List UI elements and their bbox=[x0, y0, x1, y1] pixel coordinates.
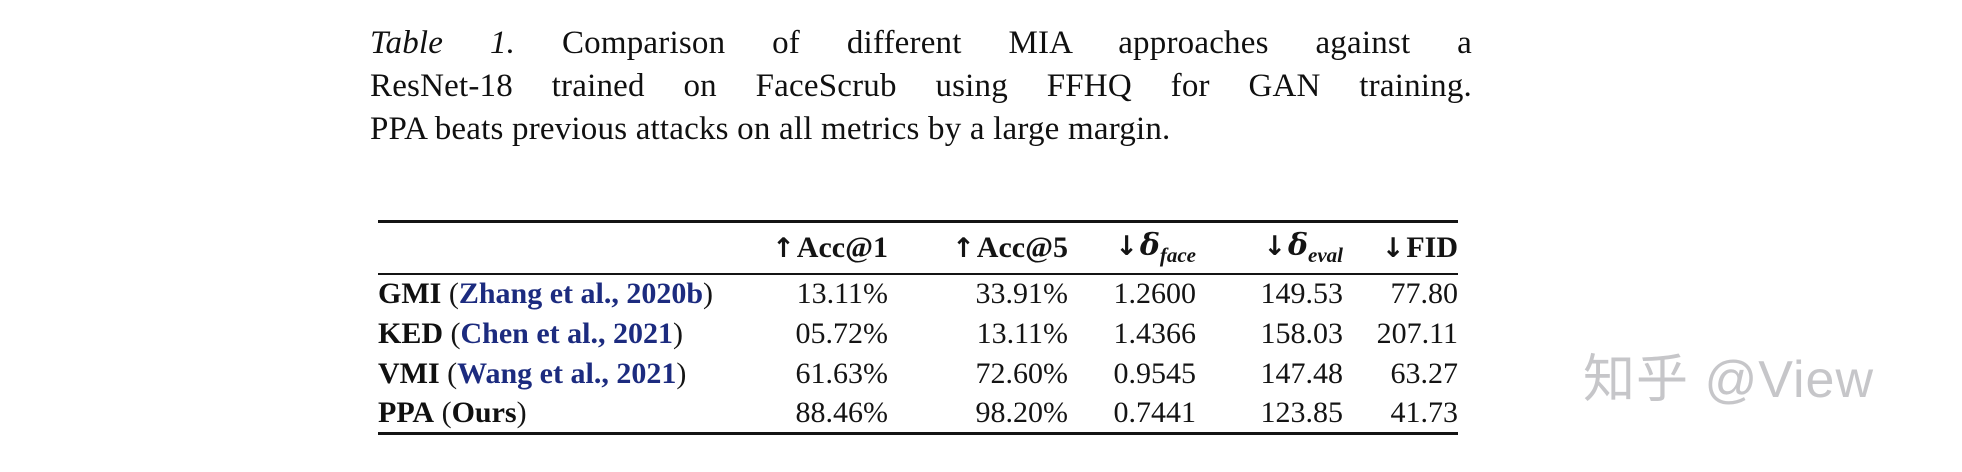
higher-better-arrow-icon: ↑ bbox=[952, 232, 975, 264]
watermark: 知乎 @View bbox=[1583, 351, 1875, 409]
method-cell: GMI (Zhang et al., 2020b) bbox=[378, 277, 714, 310]
value-cell: 61.63% bbox=[795, 356, 889, 390]
value-cell: 41.73 bbox=[1390, 395, 1459, 429]
column-header-fid: ↓FID bbox=[1343, 221, 1458, 275]
value-cell: 05.72% bbox=[795, 316, 889, 350]
column-header-δ-eval: ↓δeval bbox=[1196, 221, 1343, 275]
citation-link[interactable]: Wang et al., 2021 bbox=[457, 356, 677, 390]
citation-link[interactable]: Chen et al., 2021 bbox=[460, 316, 674, 350]
caption-line-1: Table 1. Comparison of different MIA app… bbox=[370, 22, 1472, 65]
method-column-header bbox=[378, 221, 768, 275]
table-row-ked: KED (Chen et al., 2021) 05.72% 13.11% 1.436… bbox=[378, 314, 1458, 354]
value-cell: 123.85 bbox=[1260, 395, 1344, 429]
citation-link[interactable]: Zhang et al., 2020b bbox=[458, 277, 704, 310]
results-table-container: ↑Acc@1 ↑Acc@5 ↓δface ↓δeval ↓FID GMI (Zhang … bbox=[378, 220, 1458, 435]
lower-better-arrow-icon: ↓ bbox=[1263, 230, 1286, 262]
value-cell: 33.91% bbox=[975, 277, 1069, 310]
value-cell: 77.80 bbox=[1390, 277, 1459, 310]
table-row-ppa: PPA (Ours) 88.46% 98.20% 0.7441 123.85 41.73 bbox=[378, 394, 1458, 434]
citation-plain: Ours bbox=[451, 395, 517, 429]
column-header-label: Acc@1 bbox=[796, 230, 888, 264]
column-header-label: δ bbox=[1139, 227, 1160, 263]
value-cell: 0.9545 bbox=[1113, 356, 1197, 390]
value-cell: 63.27 bbox=[1390, 356, 1459, 390]
method-cell: VMI (Wang et al., 2021) bbox=[378, 356, 687, 390]
column-header-label: Acc@5 bbox=[976, 230, 1068, 264]
results-table: ↑Acc@1 ↑Acc@5 ↓δface ↓δeval ↓FID GMI (Zhang … bbox=[378, 220, 1458, 435]
header-row: ↑Acc@1 ↑Acc@5 ↓δface ↓δeval ↓FID bbox=[378, 221, 1458, 275]
caption-line-3: PPA beats previous attacks on all metric… bbox=[370, 111, 1171, 147]
value-cell: 98.20% bbox=[975, 395, 1069, 429]
method-name: GMI bbox=[378, 277, 442, 310]
method-cell: KED (Chen et al., 2021) bbox=[378, 316, 684, 350]
value-cell: 88.46% bbox=[795, 395, 889, 429]
column-header-acc@1: ↑Acc@1 bbox=[768, 221, 888, 275]
column-header-subscript: eval bbox=[1308, 242, 1343, 267]
higher-better-arrow-icon: ↑ bbox=[772, 232, 795, 264]
method-name: VMI bbox=[378, 356, 440, 390]
caption-table-label: Table 1. bbox=[370, 25, 516, 61]
column-header-acc@5: ↑Acc@5 bbox=[888, 221, 1068, 275]
column-header-subscript: face bbox=[1159, 242, 1196, 267]
column-header-label: FID bbox=[1406, 230, 1458, 264]
lower-better-arrow-icon: ↓ bbox=[1381, 232, 1405, 264]
method-name: KED bbox=[378, 316, 444, 350]
value-cell: 158.03 bbox=[1260, 316, 1344, 350]
value-cell: 147.48 bbox=[1260, 356, 1344, 390]
method-cell: PPA (Ours) bbox=[378, 395, 527, 429]
column-header-label: δ bbox=[1288, 227, 1309, 263]
caption-line-1-text: Comparison of different MIA approaches a… bbox=[561, 25, 1472, 61]
value-cell: 149.53 bbox=[1260, 277, 1344, 310]
method-name: PPA bbox=[378, 395, 435, 429]
value-cell: 207.11 bbox=[1376, 316, 1458, 350]
value-cell: 72.60% bbox=[975, 356, 1069, 390]
table-row-vmi: VMI (Wang et al., 2021) 61.63% 72.60% 0.954… bbox=[378, 354, 1458, 394]
table-row-gmi: GMI (Zhang et al., 2020b) 13.11% 33.91% 1.2… bbox=[378, 274, 1458, 314]
value-cell: 1.4366 bbox=[1113, 316, 1197, 350]
value-cell: 1.2600 bbox=[1113, 277, 1197, 310]
caption-line-2: ResNet-18 trained on FaceScrub using FFH… bbox=[370, 68, 1472, 104]
column-header-δ-face: ↓δface bbox=[1068, 221, 1196, 275]
value-cell: 13.11% bbox=[976, 316, 1068, 350]
table-caption: Table 1. Comparison of different MIA app… bbox=[370, 22, 1472, 151]
value-cell: 0.7441 bbox=[1113, 395, 1197, 429]
lower-better-arrow-icon: ↓ bbox=[1115, 230, 1138, 262]
value-cell: 13.11% bbox=[796, 277, 888, 310]
